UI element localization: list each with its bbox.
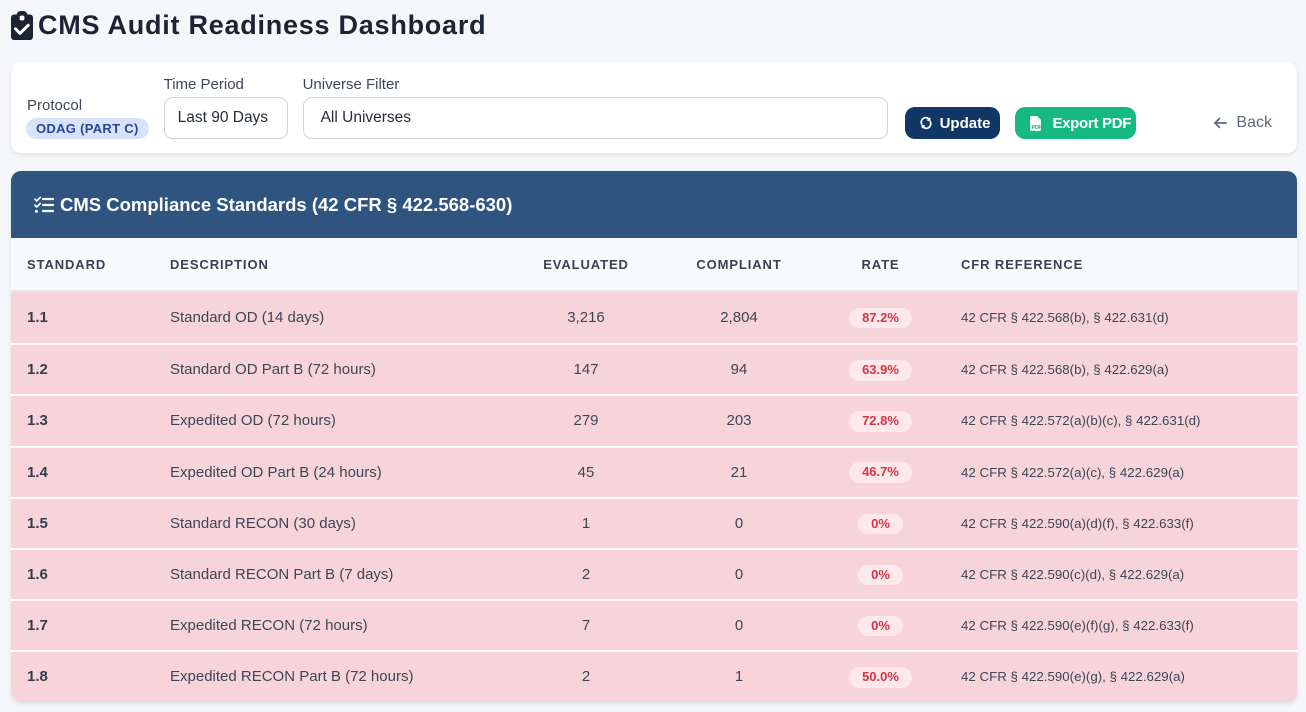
svg-text:PDF: PDF — [1032, 125, 1043, 131]
